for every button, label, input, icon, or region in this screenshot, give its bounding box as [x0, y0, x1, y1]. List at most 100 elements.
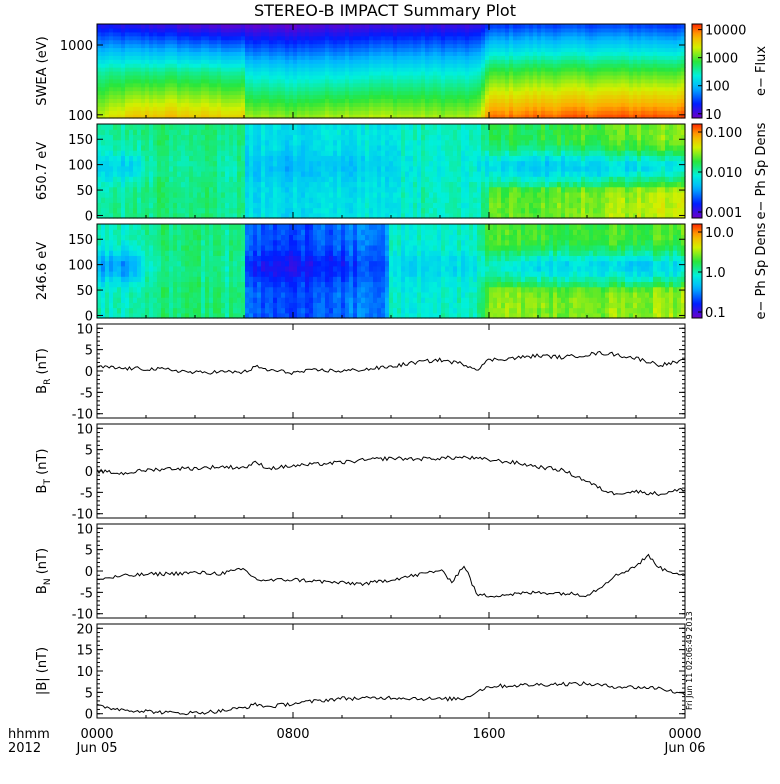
heatmap-cell	[405, 171, 410, 177]
heatmap-cell	[565, 36, 570, 41]
heatmap-cell	[97, 171, 102, 177]
heatmap-cell	[209, 140, 214, 146]
heatmap-cell	[585, 48, 590, 53]
heatmap-cell	[249, 192, 254, 198]
heatmap-cell	[281, 134, 286, 140]
heatmap-cell	[481, 24, 486, 29]
heatmap-cell	[353, 98, 358, 103]
heatmap-cell	[621, 32, 626, 37]
heatmap-cell	[269, 129, 274, 135]
heatmap-cell	[129, 79, 134, 84]
heatmap-cell	[413, 83, 418, 88]
heatmap-cell	[101, 48, 106, 53]
heatmap-cell	[229, 208, 234, 214]
heatmap-cell	[521, 75, 526, 80]
heatmap-cell	[289, 32, 294, 37]
heatmap-cell	[337, 98, 342, 103]
heatmap-cell	[389, 166, 394, 172]
heatmap-cell	[261, 95, 266, 100]
heatmap-cell	[429, 110, 434, 115]
heatmap-cell	[445, 44, 450, 49]
heatmap-cell	[401, 63, 406, 68]
heatmap-cell	[509, 59, 514, 64]
heatmap-cell	[273, 106, 278, 111]
heatmap-cell	[373, 48, 378, 53]
heatmap-cell	[309, 187, 314, 193]
heatmap-cell	[213, 166, 218, 172]
heatmap-cell	[305, 40, 310, 45]
heatmap-cell	[609, 40, 614, 45]
heatmap-cell	[145, 32, 150, 37]
heatmap-cell	[157, 36, 162, 41]
heatmap-cell	[453, 87, 458, 92]
heatmap-cell	[181, 150, 186, 156]
heatmap-cell	[293, 24, 298, 29]
heatmap-cell	[269, 192, 274, 198]
heatmap-cell	[349, 176, 354, 182]
heatmap-cell	[505, 95, 510, 100]
heatmap-cell	[265, 32, 270, 37]
colorbar	[692, 24, 702, 118]
heatmap-cell	[389, 28, 394, 33]
heatmap-cell	[401, 87, 406, 92]
heatmap-cell	[97, 129, 102, 135]
heatmap-cell	[337, 24, 342, 29]
heatmap-cell	[249, 124, 254, 130]
heatmap-cell	[645, 102, 650, 107]
heatmap-cell	[337, 150, 342, 156]
heatmap-cell	[341, 40, 346, 45]
heatmap-cell	[457, 98, 462, 103]
heatmap-cell	[385, 192, 390, 198]
heatmap-cell	[625, 83, 630, 88]
heatmap-cell	[305, 106, 310, 111]
heatmap-cell	[141, 110, 146, 115]
heatmap-cell	[465, 40, 470, 45]
heatmap-cell	[365, 181, 370, 187]
heatmap-cell	[505, 24, 510, 29]
heatmap-cell	[265, 75, 270, 80]
heatmap-cell	[353, 95, 358, 100]
heatmap-cell	[441, 95, 446, 100]
heatmap-cell	[277, 166, 282, 172]
heatmap-cell	[389, 106, 394, 111]
heatmap-cell	[381, 208, 386, 214]
heatmap-cell	[113, 55, 118, 60]
heatmap-cell	[489, 63, 494, 68]
heatmap-cell	[653, 83, 658, 88]
heatmap-cell	[133, 91, 138, 96]
heatmap-cell	[337, 129, 342, 135]
heatmap-cell	[289, 102, 294, 107]
heatmap-cell	[285, 106, 290, 111]
heatmap-cell	[533, 83, 538, 88]
heatmap-cell	[309, 36, 314, 41]
heatmap-cell	[389, 187, 394, 193]
heatmap-cell	[317, 55, 322, 60]
heatmap-cell	[645, 32, 650, 37]
heatmap-cell	[269, 176, 274, 182]
heatmap-cell	[101, 55, 106, 60]
heatmap-cell	[233, 79, 238, 84]
heatmap-cell	[613, 79, 618, 84]
heatmap-cell	[105, 176, 110, 182]
heatmap-cell	[409, 83, 414, 88]
heatmap-cell	[573, 32, 578, 37]
heatmap-cell	[129, 59, 134, 64]
heatmap-cell	[205, 95, 210, 100]
heatmap-cell	[277, 208, 282, 214]
heatmap-cell	[173, 48, 178, 53]
heatmap-cell	[417, 51, 422, 56]
heatmap-cell	[193, 150, 198, 156]
heatmap-cell	[673, 44, 678, 49]
heatmap-cell	[169, 124, 174, 130]
heatmap-cell	[205, 102, 210, 107]
heatmap-cell	[285, 75, 290, 80]
heatmap-cell	[405, 192, 410, 198]
heatmap-cell	[501, 91, 506, 96]
heatmap-cell	[113, 150, 118, 156]
heatmap-cell	[277, 106, 282, 111]
heatmap-cell	[629, 59, 634, 64]
heatmap-cell	[105, 134, 110, 140]
heatmap-cell	[225, 171, 230, 177]
heatmap-cell	[105, 44, 110, 49]
heatmap-cell	[637, 63, 642, 68]
